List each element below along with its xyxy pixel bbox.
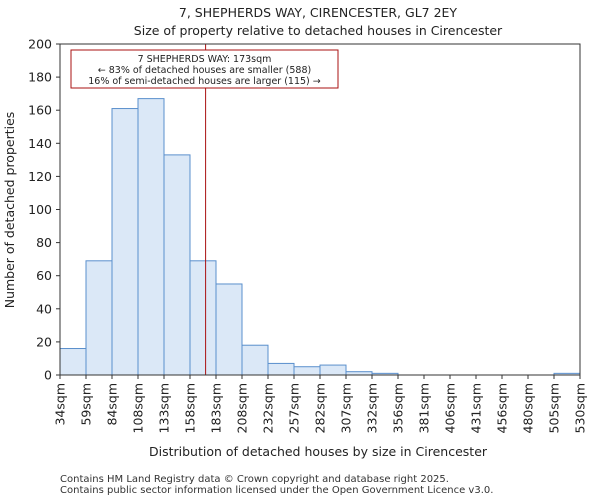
x-tick-label: 34sqm — [53, 383, 68, 426]
x-tick-label: 108sqm — [131, 383, 146, 433]
y-axis-ticks: 0 20 40 60 80 100 120 140 160 180 200 — [28, 37, 60, 383]
y-tick-label: 40 — [36, 301, 52, 316]
annotation-line-3: 16% of semi-detached houses are larger (… — [88, 76, 321, 87]
y-tick-label: 120 — [28, 169, 52, 184]
x-tick-label: 307sqm — [339, 383, 354, 433]
x-tick-label: 257sqm — [287, 383, 302, 433]
chart-title: 7, SHEPHERDS WAY, CIRENCESTER, GL7 2EY — [179, 5, 458, 20]
histogram-bar — [137, 98, 165, 376]
x-tick-label: 158sqm — [183, 383, 198, 433]
y-tick-label: 0 — [44, 368, 52, 383]
histogram-bar — [163, 154, 191, 376]
histogram-bar — [319, 364, 347, 376]
x-tick-label: 183sqm — [209, 383, 224, 433]
y-tick-label: 60 — [36, 268, 52, 283]
annotation-box: 7 SHEPHERDS WAY: 173sqm ← 83% of detache… — [70, 49, 339, 89]
x-tick-label: 381sqm — [417, 383, 432, 433]
annotation-line-1: 7 SHEPHERDS WAY: 173sqm — [138, 54, 272, 65]
y-tick-label: 80 — [36, 235, 52, 250]
x-tick-label: 59sqm — [79, 383, 94, 426]
histogram-bar — [189, 260, 217, 376]
x-tick-label: 133sqm — [157, 383, 172, 433]
footer-line-1: Contains HM Land Registry data © Crown c… — [60, 474, 449, 485]
histogram-bar — [85, 260, 113, 376]
annotation-line-2: ← 83% of detached houses are smaller (58… — [98, 65, 311, 76]
x-tick-label: 208sqm — [235, 383, 250, 433]
histogram-bar — [241, 344, 269, 376]
x-tick-label: 332sqm — [365, 383, 380, 433]
y-tick-label: 160 — [28, 103, 52, 118]
x-tick-label: 431sqm — [469, 383, 484, 433]
x-tick-label: 406sqm — [443, 383, 458, 433]
x-axis-ticks: 34sqm 59sqm 84sqm 108sqm 133sqm 158sqm 183sqm 2… — [53, 375, 588, 433]
x-tick-label: 84sqm — [105, 383, 120, 426]
histogram-bar — [267, 362, 295, 376]
x-tick-label: 456sqm — [495, 383, 510, 433]
y-tick-label: 180 — [28, 70, 52, 85]
x-axis-label: Distribution of detached houses by size … — [149, 444, 488, 459]
y-tick-label: 140 — [28, 136, 52, 151]
y-axis-label: Number of detached properties — [2, 112, 17, 309]
x-tick-label: 282sqm — [313, 383, 328, 433]
x-tick-label: 505sqm — [547, 383, 562, 433]
histogram-bar — [215, 283, 243, 376]
chart-subtitle: Size of property relative to detached ho… — [134, 23, 503, 38]
histogram-bar — [59, 348, 87, 376]
footer-line-2: Contains public sector information licen… — [60, 485, 494, 496]
histogram-bar — [111, 108, 139, 376]
annotation-border — [70, 49, 339, 89]
x-tick-label: 530sqm — [573, 383, 588, 433]
y-tick-label: 200 — [28, 37, 52, 52]
x-tick-label: 232sqm — [261, 383, 276, 433]
x-tick-label: 356sqm — [391, 383, 406, 433]
histogram-bar — [293, 366, 321, 376]
x-tick-label: 480sqm — [521, 383, 536, 433]
y-tick-label: 20 — [36, 334, 52, 349]
y-tick-label: 100 — [28, 202, 52, 217]
bars — [59, 98, 581, 376]
